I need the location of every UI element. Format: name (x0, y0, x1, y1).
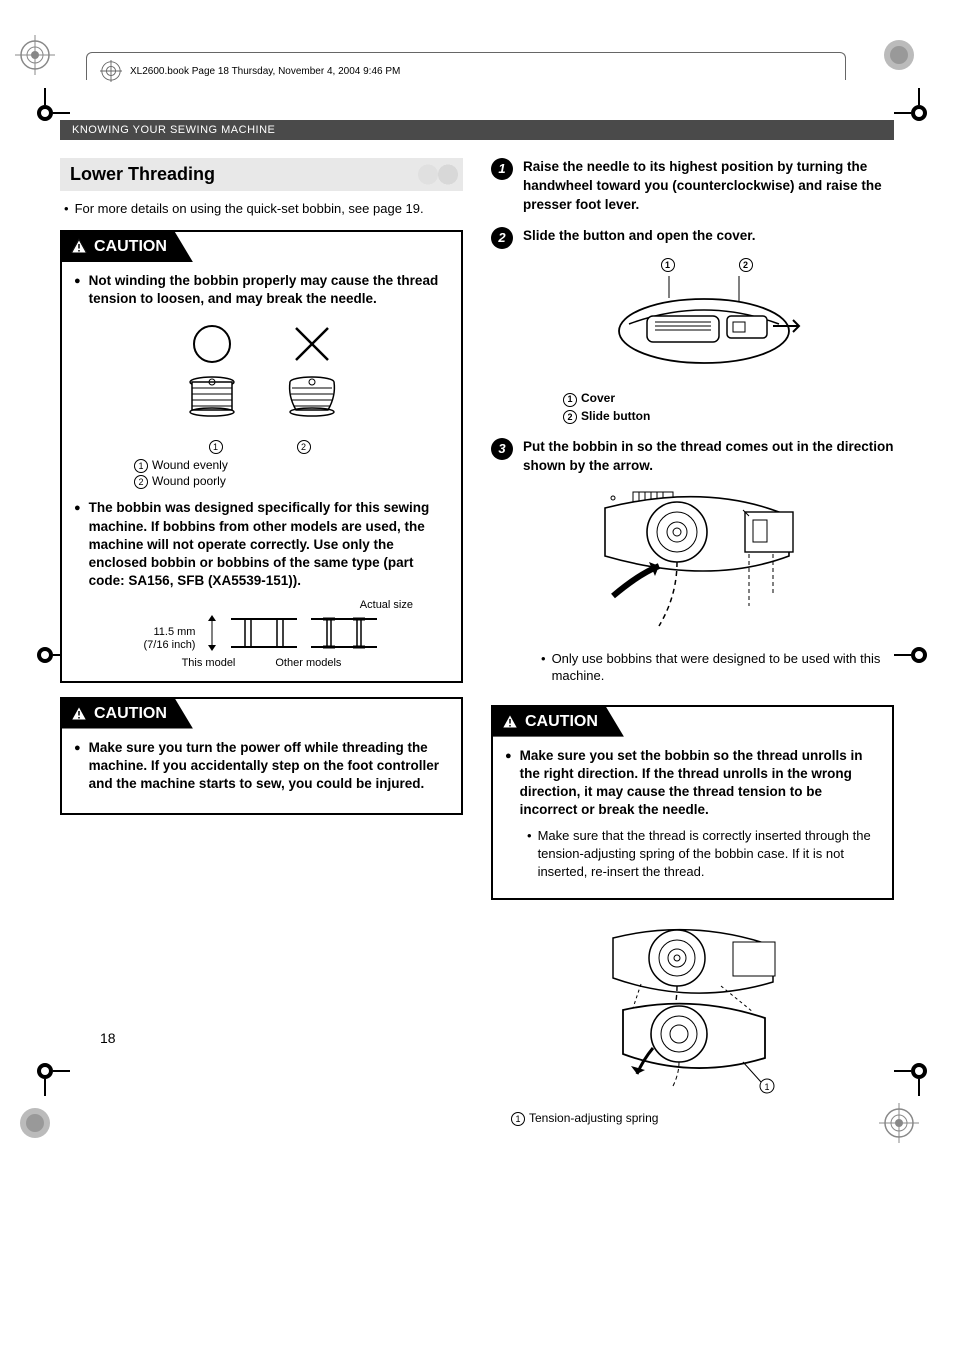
step-1: 1 Raise the needle to its highest positi… (491, 158, 894, 215)
svg-text:1: 1 (764, 1082, 769, 1092)
caution3-item: Make sure you set the bobbin so the thre… (505, 747, 880, 820)
caution-box-3: CAUTION Make sure you set the bobbin so … (491, 705, 894, 901)
warning-icon (70, 705, 88, 723)
intro-note: For more details on using the quick-set … (64, 201, 459, 216)
step-num-3: 3 (491, 438, 513, 460)
step-num-2: 2 (491, 227, 513, 249)
header-text: XL2600.book Page 18 Thursday, November 4… (130, 66, 400, 77)
bobbin-other-model-icon (309, 613, 379, 653)
tension-spring-footnote: 1Tension-adjusting spring (511, 1111, 894, 1126)
step-num-1: 1 (491, 158, 513, 180)
caution-label: CAUTION (94, 238, 167, 256)
bobbin-insert-diagram (599, 486, 819, 636)
caution-label: CAUTION (94, 705, 167, 723)
caution1-item2: The bobbin was designed specifically for… (74, 499, 449, 590)
step3-note: Only use bobbins that were designed to b… (541, 650, 894, 685)
left-column: Lower Threading For more details on usin… (60, 158, 463, 1126)
section-bar: KNOWING YOUR SEWING MACHINE (60, 120, 894, 140)
page-number: 18 (100, 1030, 116, 1046)
bobbin-size-diagram: Actual size 11.5 mm (7/16 inch) (74, 599, 449, 669)
bobbin-figures (74, 322, 449, 425)
tension-spring-figure: 1 (491, 914, 894, 1099)
bobbin-this-model-icon (229, 613, 299, 653)
right-column: 1 Raise the needle to its highest positi… (491, 158, 894, 1126)
cover-diagram (609, 276, 809, 376)
warning-icon (501, 713, 519, 731)
bobbin-good-icon (182, 322, 242, 422)
frame-header: XL2600.book Page 18 Thursday, November 4… (100, 60, 400, 82)
step-3: 3 Put the bobbin in so the thread comes … (491, 438, 894, 693)
caution3-sub: Make sure that the thread is correctly i… (527, 827, 880, 880)
title-band: Lower Threading (60, 158, 463, 191)
bobbin-bad-icon (282, 322, 342, 422)
step-2: 2 Slide the button and open the cover. 1… (491, 227, 894, 426)
page-title: Lower Threading (70, 164, 453, 185)
page: XL2600.book Page 18 Thursday, November 4… (0, 0, 954, 1166)
caution-label: CAUTION (525, 713, 598, 731)
caution-box-2: CAUTION Make sure you turn the power off… (60, 697, 463, 816)
step2-legend: 1Cover 2Slide button (563, 390, 894, 425)
caution2-item: Make sure you turn the power off while t… (74, 739, 449, 794)
warning-icon (70, 238, 88, 256)
caution1-item1: Not winding the bobbin properly may caus… (74, 272, 449, 308)
section-title: KNOWING YOUR SEWING MACHINE (72, 124, 275, 136)
caution-box-1: CAUTION Not winding the bobbin properly … (60, 230, 463, 683)
bobbin-legend: 1Wound evenly 2Wound poorly (134, 458, 449, 489)
